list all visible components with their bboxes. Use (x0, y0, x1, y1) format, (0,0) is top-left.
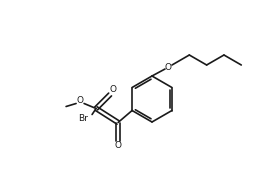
Text: O: O (110, 85, 116, 94)
Text: O: O (165, 62, 172, 72)
Text: O: O (77, 96, 83, 105)
Text: Br: Br (78, 114, 88, 123)
Text: O: O (115, 141, 122, 150)
